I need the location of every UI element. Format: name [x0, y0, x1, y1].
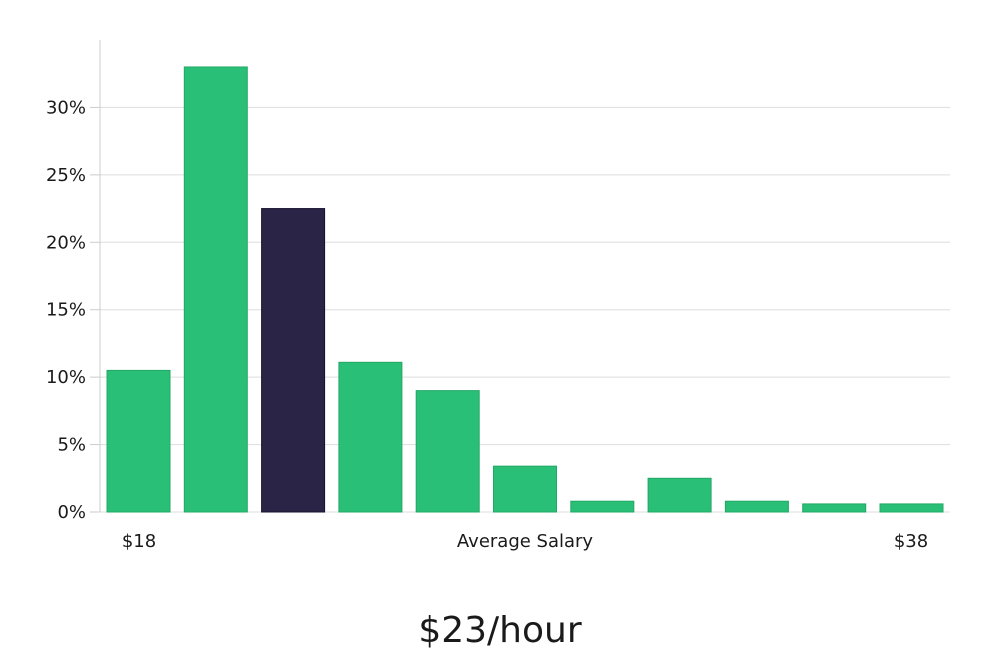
y-tick-label: 30% [46, 97, 86, 118]
bar [647, 477, 712, 513]
bar [802, 503, 867, 513]
y-tick-label: 5% [57, 435, 86, 456]
bar [879, 503, 944, 513]
bar [570, 500, 635, 513]
salary-histogram: 0% 5% 10% 15% 20% 25% 30% $18 Average Salary $… [46, 40, 950, 552]
y-axis-ticks: 0% 5% 10% 15% 20% 25% 30% [46, 97, 100, 523]
bar-highlighted [261, 208, 326, 513]
y-tick-label: 10% [46, 367, 86, 388]
x-left-label: $18 [122, 531, 156, 552]
x-right-label: $38 [894, 531, 928, 552]
x-center-label: Average Salary [457, 531, 594, 552]
y-tick-label: 20% [46, 232, 86, 253]
average-salary-value: $23/hour [418, 610, 582, 651]
bar [724, 500, 789, 513]
bar [338, 361, 403, 513]
y-tick-label: 0% [57, 502, 86, 523]
bar [183, 66, 248, 513]
bar [106, 369, 171, 513]
bar [415, 390, 480, 513]
y-tick-label: 25% [46, 165, 86, 186]
bars [106, 66, 944, 513]
y-tick-label: 15% [46, 300, 86, 321]
bar [493, 465, 557, 513]
